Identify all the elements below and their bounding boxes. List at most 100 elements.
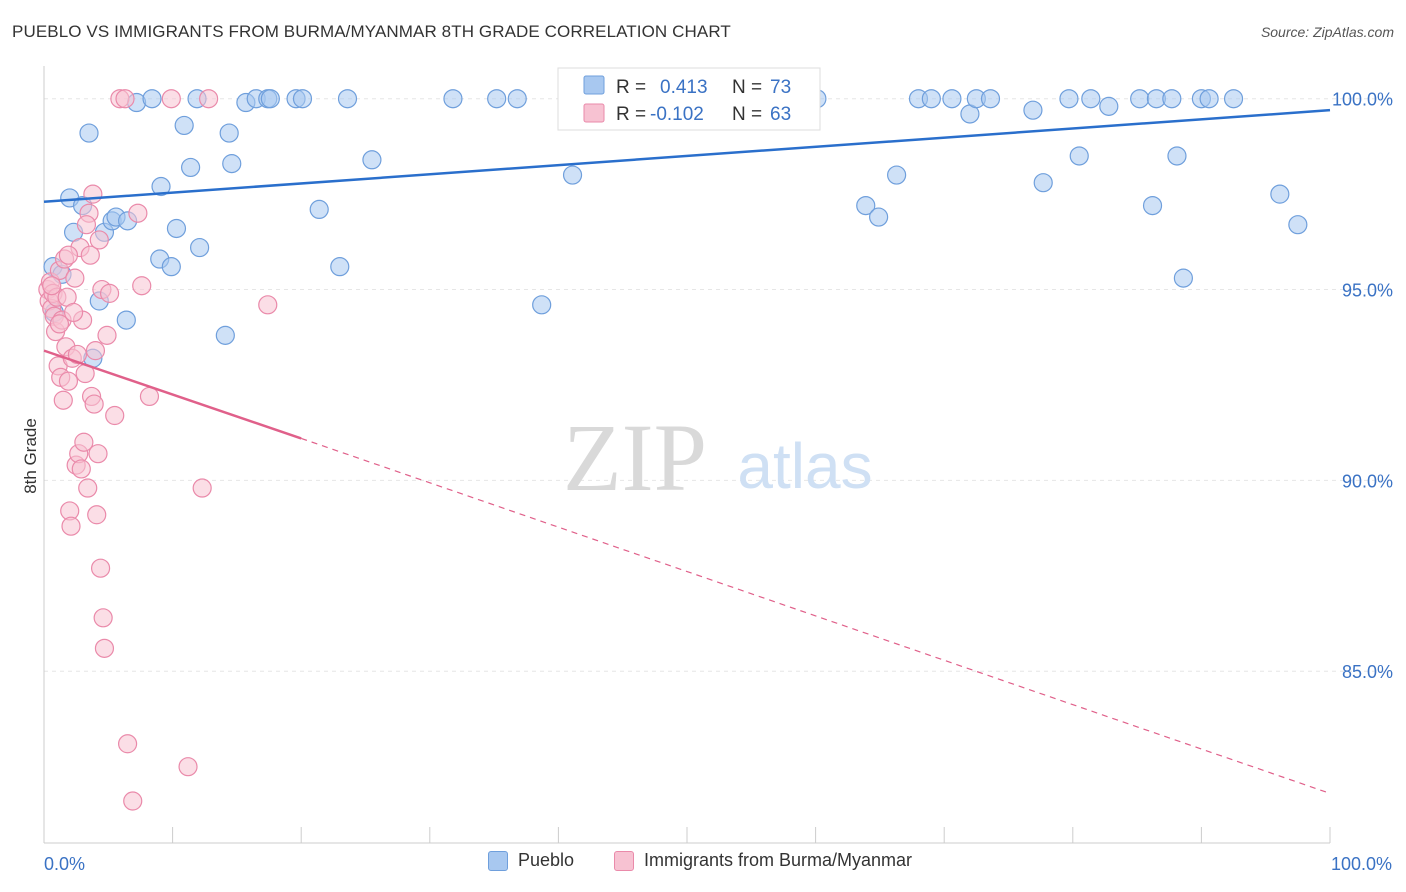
y-tick-label: 85.0% (1342, 662, 1393, 682)
pueblo-point (190, 237, 210, 258)
burma-point (71, 459, 91, 479)
pueblo-point (222, 154, 242, 174)
burma-point (78, 478, 98, 498)
pueblo-point (151, 176, 171, 197)
pueblo-point (487, 89, 507, 109)
burma-point (192, 478, 212, 498)
pueblo-point (532, 295, 552, 315)
burma-point (53, 390, 73, 410)
pueblo-point (1162, 89, 1182, 109)
burma-point (93, 608, 113, 628)
legend-r-value-pueblo: 0.413 (660, 77, 708, 98)
legend-item-burma: Immigrants from Burma/Myanmar (614, 850, 912, 871)
burma-point (99, 283, 120, 303)
legend-bottom: Pueblo Immigrants from Burma/Myanmar (0, 850, 1406, 880)
pueblo-point (1288, 215, 1308, 235)
pueblo-point (1199, 89, 1219, 109)
source-label: Source: ZipAtlas.com (1260, 24, 1394, 40)
pueblo-point (1130, 89, 1150, 109)
pueblo-point (362, 150, 382, 170)
pueblo-point (161, 257, 181, 277)
pueblo-point (869, 207, 889, 227)
pueblo-point (1059, 89, 1079, 109)
pueblo-point (1023, 100, 1043, 120)
burma-point (58, 245, 79, 265)
pueblo-point (219, 123, 239, 143)
pueblo-point (166, 218, 187, 239)
y-tick-label: 100.0% (1332, 90, 1393, 110)
pueblo-point (260, 89, 280, 109)
burma-point (63, 302, 84, 323)
pueblo-point (174, 115, 194, 136)
legend-swatch-pueblo (583, 75, 605, 95)
pueblo-point (921, 89, 941, 109)
watermark-zip: ZIP (563, 404, 707, 511)
burma-point (67, 344, 88, 365)
legend-label-burma: Immigrants from Burma/Myanmar (644, 850, 913, 870)
burma-point (123, 791, 143, 811)
burma-point (65, 268, 85, 288)
burma-point (115, 89, 135, 109)
pueblo-point (1270, 184, 1290, 204)
burma-point (87, 505, 107, 525)
burma-point (89, 230, 109, 250)
burma-point (76, 215, 97, 235)
burma-trend-line (43, 349, 302, 440)
legend-item-pueblo: Pueblo (488, 850, 574, 871)
burma-point (84, 394, 104, 414)
burma-point (85, 341, 106, 361)
pueblo-point (562, 165, 583, 185)
burma-point (132, 276, 152, 296)
burma-point (74, 432, 94, 452)
burma-point (90, 558, 111, 578)
pueblo-point (309, 199, 329, 220)
pueblo-point (507, 89, 527, 109)
burma-point (80, 245, 100, 265)
pueblo-point (142, 89, 162, 109)
chart-title: PUEBLO VS IMMIGRANTS FROM BURMA/MYANMAR … (12, 22, 731, 41)
legend-swatch-pueblo-bottom (488, 850, 508, 871)
legend-r-label-burma: R = (616, 104, 646, 125)
legend-top: R = 0.413 N = 73 R = -0.102 N = 63 (557, 67, 821, 131)
pueblo-point (1142, 195, 1163, 216)
pueblo-point (330, 257, 350, 277)
burma-point (117, 734, 138, 754)
burma-point (49, 314, 70, 334)
grid-lines (44, 98, 1390, 672)
y-tick-label: 95.0% (1342, 281, 1393, 301)
axes (43, 66, 1331, 844)
legend-r-value-burma: -0.102 (650, 104, 704, 125)
pueblo-trend-line (43, 108, 1331, 204)
trend-lines (43, 108, 1331, 794)
pueblo-point (215, 325, 235, 345)
legend-n-label-pueblo: N = (732, 77, 762, 98)
x-tick-label: 100.0% (1331, 854, 1392, 874)
burma-point (139, 386, 160, 407)
x-tick-labels: 0.0% 100.0% (44, 854, 1392, 874)
y-tick-labels: 100.0% 95.0% 90.0% 85.0% (1332, 90, 1393, 683)
pueblo-point (1173, 268, 1193, 288)
legend-r-label-pueblo: R = (616, 77, 646, 98)
burma-point (258, 295, 278, 315)
burma-trend-line-dashed (301, 437, 1331, 794)
points (38, 89, 1308, 811)
pueblo-point (1033, 173, 1053, 193)
pueblo-point (337, 89, 358, 109)
burma-point (199, 89, 219, 109)
pueblo-point (1223, 89, 1244, 109)
legend-swatch-burma-bottom (614, 850, 634, 871)
pueblo-point (1167, 146, 1187, 166)
pueblo-point (942, 89, 962, 109)
y-axis-label: 8th Grade (21, 418, 40, 494)
pueblo-point (116, 310, 136, 330)
legend-n-label-burma: N = (732, 104, 762, 125)
legend-label-pueblo: Pueblo (518, 850, 575, 870)
burma-point (97, 325, 117, 345)
x-tick-label: 0.0% (44, 854, 85, 874)
y-tick-label: 90.0% (1342, 471, 1393, 491)
pueblo-point (292, 89, 313, 109)
legend-n-value-burma: 63 (770, 104, 791, 125)
burma-point (61, 516, 81, 536)
pueblo-point (980, 89, 1001, 109)
